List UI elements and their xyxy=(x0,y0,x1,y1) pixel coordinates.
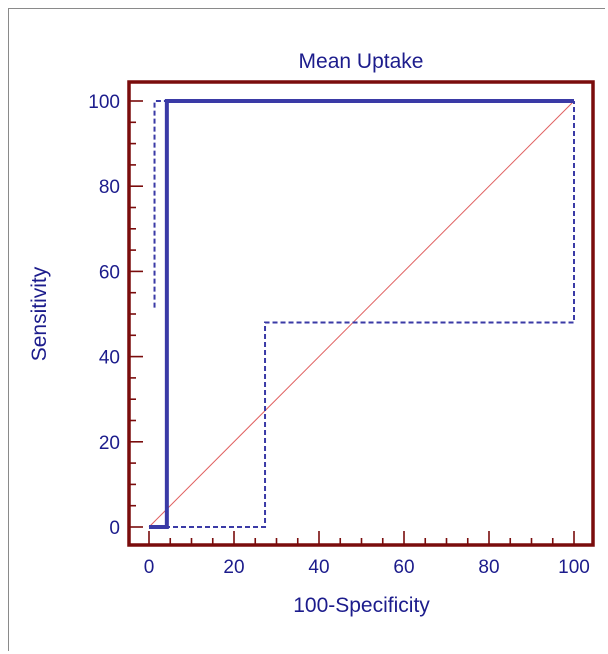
x-tick-label: 0 xyxy=(144,557,155,578)
x-tick-label: 100 xyxy=(558,557,590,578)
y-tick-label: 20 xyxy=(99,433,120,454)
upper-ci-line xyxy=(153,100,574,308)
roc-line xyxy=(149,99,574,529)
y-tick-label: 100 xyxy=(88,92,120,113)
plot-layer: 0 20 40 60 80 100 0 20 40 60 80 100 xyxy=(88,80,595,578)
y-tick-label: 60 xyxy=(99,262,120,283)
lower-ci-line xyxy=(149,101,575,528)
y-tick-label: 40 xyxy=(99,348,120,369)
x-axis-label: 100-Specificity xyxy=(293,594,430,617)
x-tick-label: 80 xyxy=(478,557,499,578)
x-tick-label: 40 xyxy=(308,557,329,578)
y-tick-label: 80 xyxy=(99,177,120,198)
chart-title: Mean Uptake xyxy=(299,50,424,73)
x-tick-label: 20 xyxy=(223,557,244,578)
x-tick-label: 60 xyxy=(393,557,414,578)
y-axis-label: Sensitivity xyxy=(28,266,51,361)
y-tick-label: 0 xyxy=(109,518,120,539)
reference-diagonal-line xyxy=(148,100,575,528)
